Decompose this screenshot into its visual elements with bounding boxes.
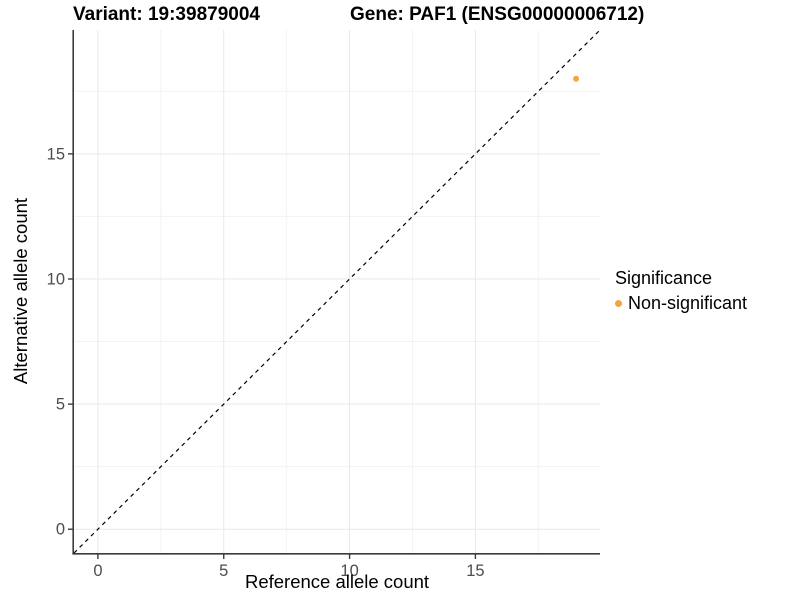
x-tick-label: 15: [466, 562, 484, 580]
variant-title: Variant: 19:39879004: [73, 4, 260, 25]
x-tick-label: 0: [93, 562, 102, 580]
axis-ticks-and-labels: 0 5 10 15 0 5 10 15: [47, 145, 485, 580]
x-axis-title: Reference allele count: [244, 571, 430, 592]
y-tick-label: 5: [56, 396, 65, 414]
identity-line: [73, 29, 601, 554]
y-tick-label: 10: [47, 270, 65, 288]
data-points: [573, 75, 580, 82]
major-gridlines: [74, 30, 600, 553]
legend-item: Non-significant: [615, 293, 747, 314]
y-tick-label: 15: [47, 145, 65, 163]
gene-title: Gene: PAF1 (ENSG00000006712): [350, 4, 645, 25]
x-tick-label: 10: [340, 562, 358, 580]
data-point: [573, 75, 580, 82]
y-tick-label: 0: [56, 521, 65, 539]
axis-lines: [72, 30, 600, 555]
legend-title: Significance: [615, 268, 713, 288]
y-axis-title: Alternative allele count: [10, 197, 31, 385]
legend-item-label: Non-significant: [628, 293, 748, 313]
legend: Significance Non-significant: [615, 268, 747, 314]
legend-point-icon: [615, 300, 622, 307]
x-tick-label: 5: [219, 562, 228, 580]
